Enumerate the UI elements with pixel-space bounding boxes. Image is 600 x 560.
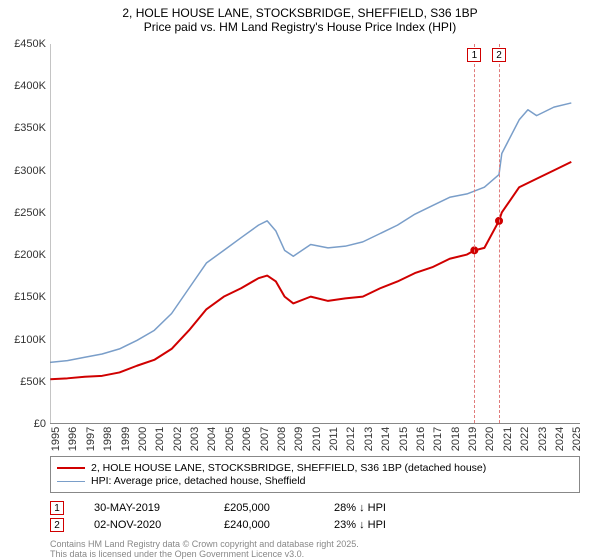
sale-price: £205,000	[224, 502, 304, 514]
footer-attribution: Contains HM Land Registry data © Crown c…	[50, 540, 359, 560]
x-axis-tick-label: 2003	[189, 427, 201, 451]
x-axis-tick-label: 2005	[224, 427, 236, 451]
y-axis-tick-label: £350K	[14, 122, 46, 134]
x-axis-tick-label: 2025	[571, 427, 583, 451]
y-axis-tick-label: £300K	[14, 165, 46, 177]
x-axis-tick-label: 2004	[206, 427, 218, 451]
x-axis-tick-label: 2018	[450, 427, 462, 451]
chart-svg	[50, 44, 580, 423]
sale-vline	[474, 44, 475, 423]
x-axis-tick-label: 2021	[502, 427, 514, 451]
sale-date: 02-NOV-2020	[94, 519, 194, 531]
x-axis-tick-label: 2011	[328, 427, 340, 451]
x-axis-tick-label: 1996	[67, 427, 79, 451]
y-axis-tick-label: £450K	[14, 38, 46, 50]
x-axis-tick-label: 2022	[519, 427, 531, 451]
x-axis-tick-label: 2024	[554, 427, 566, 451]
sale-row: 2 02-NOV-2020 £240,000 23% ↓ HPI	[50, 518, 580, 532]
x-axis-tick-label: 2000	[137, 427, 149, 451]
legend-item-hpi: HPI: Average price, detached house, Shef…	[57, 475, 573, 487]
legend-label: HPI: Average price, detached house, Shef…	[91, 475, 305, 487]
y-axis-tick-label: £50K	[20, 376, 46, 388]
x-axis-tick-label: 2006	[241, 427, 253, 451]
sale-vline	[499, 44, 500, 423]
x-axis-tick-label: 2010	[311, 427, 323, 451]
sale-marker-box: 2	[50, 518, 64, 532]
y-axis-tick-label: £200K	[14, 249, 46, 261]
legend-item-price-paid: 2, HOLE HOUSE LANE, STOCKSBRIDGE, SHEFFI…	[57, 462, 573, 474]
legend-swatch	[57, 481, 85, 482]
sale-row: 1 30-MAY-2019 £205,000 28% ↓ HPI	[50, 501, 580, 515]
chart-plot-area: £0£50K£100K£150K£200K£250K£300K£350K£400…	[50, 44, 580, 424]
x-axis-tick-label: 2015	[398, 427, 410, 451]
sale-hpi-diff: 23% ↓ HPI	[334, 519, 434, 531]
legend-box: 2, HOLE HOUSE LANE, STOCKSBRIDGE, SHEFFI…	[50, 456, 580, 493]
x-axis-tick-label: 1998	[102, 427, 114, 451]
x-axis-tick-label: 1995	[50, 427, 62, 451]
legend-label: 2, HOLE HOUSE LANE, STOCKSBRIDGE, SHEFFI…	[91, 462, 486, 474]
x-axis-tick-label: 2017	[432, 427, 444, 451]
x-axis-tick-label: 2014	[380, 427, 392, 451]
sale-date: 30-MAY-2019	[94, 502, 194, 514]
x-axis-tick-label: 2002	[172, 427, 184, 451]
x-axis-tick-label: 2023	[537, 427, 549, 451]
x-axis-tick-label: 2009	[293, 427, 305, 451]
x-axis-tick-label: 2008	[276, 427, 288, 451]
y-axis-tick-label: £250K	[14, 207, 46, 219]
title-address: 2, HOLE HOUSE LANE, STOCKSBRIDGE, SHEFFI…	[0, 6, 600, 20]
y-axis-tick-label: £100K	[14, 334, 46, 346]
y-axis-tick-label: £400K	[14, 80, 46, 92]
x-axis-tick-label: 1997	[85, 427, 97, 451]
x-axis-tick-label: 2013	[363, 427, 375, 451]
x-axis-tick-label: 2001	[154, 427, 166, 451]
x-axis-tick-label: 2012	[345, 427, 357, 451]
chart-container: 2, HOLE HOUSE LANE, STOCKSBRIDGE, SHEFFI…	[0, 0, 600, 560]
y-axis-tick-label: £150K	[14, 291, 46, 303]
x-axis-tick-label: 2007	[259, 427, 271, 451]
x-axis-tick-label: 2019	[467, 427, 479, 451]
sale-hpi-diff: 28% ↓ HPI	[334, 502, 434, 514]
sale-vline-marker: 1	[467, 48, 481, 62]
sale-marker-box: 1	[50, 501, 64, 515]
x-axis-tick-label: 1999	[120, 427, 132, 451]
sale-vline-marker: 2	[492, 48, 506, 62]
y-axis-tick-label: £0	[34, 418, 46, 430]
x-axis-tick-label: 2016	[415, 427, 427, 451]
sales-table: 1 30-MAY-2019 £205,000 28% ↓ HPI 2 02-NO…	[50, 498, 580, 535]
title-block: 2, HOLE HOUSE LANE, STOCKSBRIDGE, SHEFFI…	[0, 0, 600, 36]
title-subtitle: Price paid vs. HM Land Registry's House …	[0, 20, 600, 34]
footer-line2: This data is licensed under the Open Gov…	[50, 550, 359, 560]
x-axis-tick-label: 2020	[484, 427, 496, 451]
legend-swatch	[57, 467, 85, 469]
sale-price: £240,000	[224, 519, 304, 531]
